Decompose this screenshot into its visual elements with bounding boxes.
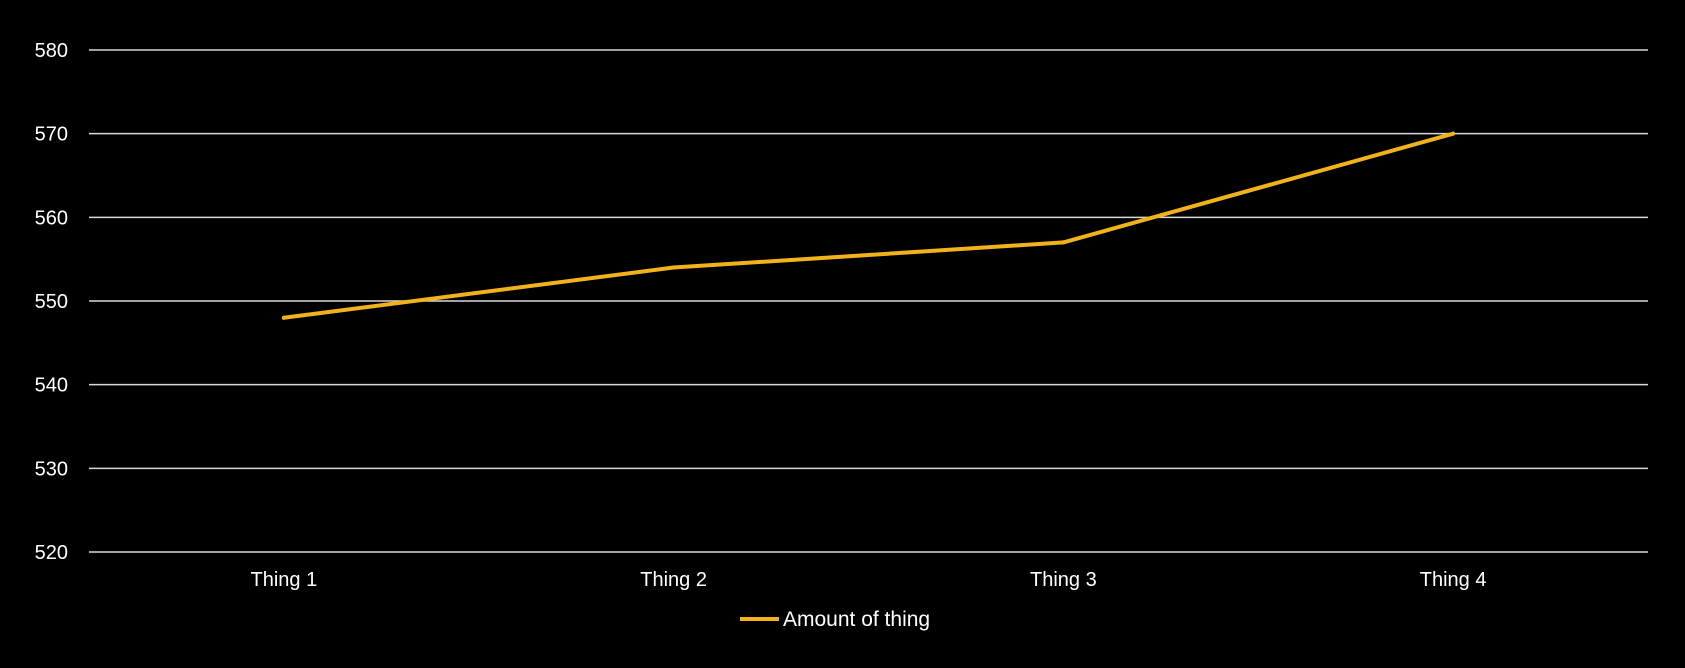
data-point	[1451, 131, 1456, 136]
gridlines	[89, 49, 1648, 553]
legend: Amount of thing	[740, 608, 930, 631]
data-point	[1061, 240, 1066, 245]
x-tick-label: Thing 1	[251, 569, 318, 591]
series-line-amount-of-thing	[281, 131, 1456, 320]
y-tick-label: 520	[35, 542, 68, 564]
y-tick-label: 540	[35, 375, 68, 397]
y-tick-label: 570	[35, 124, 68, 146]
series-lines	[281, 131, 1456, 320]
data-point	[671, 265, 676, 270]
y-tick-label: 580	[35, 40, 68, 62]
data-point	[281, 315, 286, 320]
y-tick-label: 560	[35, 207, 68, 229]
y-tick-label: 530	[35, 458, 68, 480]
x-tick-label: Thing 3	[1030, 569, 1097, 591]
y-tick-label: 550	[35, 291, 68, 313]
x-tick-label: Thing 4	[1420, 569, 1487, 591]
y-axis-tick-labels: 520 530 540 550 560 570 580	[35, 40, 68, 564]
x-axis-tick-labels: Thing 1 Thing 2 Thing 3 Thing 4	[251, 569, 1487, 591]
legend-label-amount-of-thing: Amount of thing	[783, 608, 930, 631]
x-tick-label: Thing 2	[640, 569, 707, 591]
